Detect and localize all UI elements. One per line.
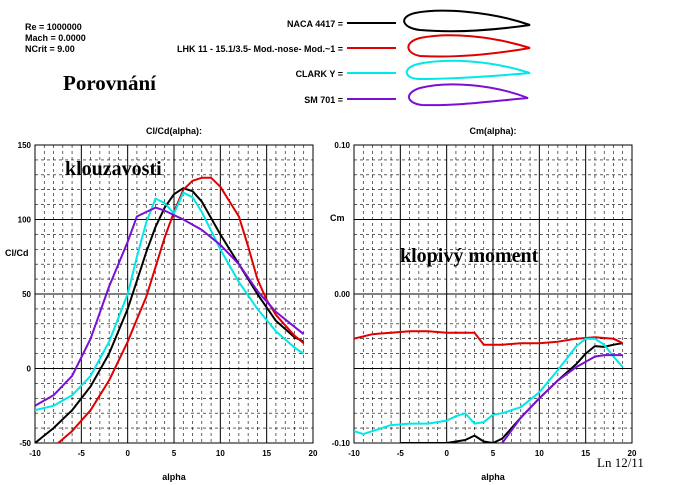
chart-annotation: klopivý moment [400, 245, 539, 267]
x-tick-label: 10 [535, 449, 544, 458]
footer-page-label: Ln 12/11 [597, 455, 644, 470]
series-line-1-3 [35, 191, 305, 412]
series-line-2-4 [501, 354, 623, 443]
legend-label-sm-701: SM 701 = [304, 95, 343, 105]
y-tick-label: -50 [19, 439, 31, 448]
series-line-1-2 [57, 176, 305, 443]
x-axis-label: alpha [481, 472, 506, 482]
x-tick-label: 20 [628, 449, 637, 458]
plot-frame [34, 144, 314, 444]
series-line-1-4 [35, 206, 305, 407]
x-tick-label: 15 [581, 449, 590, 458]
airfoil-shape-sm-701 [408, 83, 529, 107]
y-tick-label: -0.10 [332, 439, 351, 448]
y-tick-label: 150 [18, 141, 32, 150]
x-tick-label: -10 [29, 449, 41, 458]
x-tick-label: 10 [216, 449, 225, 458]
x-tick-label: 20 [309, 449, 318, 458]
y-tick-label: 0 [27, 365, 32, 374]
x-tick-label: 0 [444, 449, 449, 458]
ncrit-value: NCrit = 9.00 [25, 44, 75, 54]
chart-annotation: klouzavosti [65, 158, 162, 180]
chart-2: -10 -5 0 5 10 15 20 -0.10 0.00 0.10 alpha Cm Cm(alph… [330, 126, 637, 482]
series-line-2-3 [354, 337, 624, 436]
legend-label-clark-y: CLARK Y = [295, 69, 343, 79]
reynolds-number: Re = 1000000 [25, 22, 82, 32]
x-tick-label: 0 [125, 449, 130, 458]
series-line-1-1 [35, 187, 305, 443]
series-line-2-2 [354, 330, 624, 346]
x-tick-label: -5 [397, 449, 405, 458]
x-axis-label: alpha [162, 472, 187, 482]
x-tick-label: 5 [172, 449, 177, 458]
y-tick-label: 0.00 [334, 290, 350, 299]
x-tick-label: 5 [491, 449, 496, 458]
y-axis-label: Cl/Cd [5, 248, 29, 258]
airfoil-shape-clark-y [405, 59, 531, 81]
chart-title: Cm(alpha): [470, 126, 517, 136]
legend-label-lhk-11: LHK 11 - 15.1/3.5- Mod.-nose- Mod.~1 = [176, 44, 343, 54]
airfoil-shape-naca-4417 [403, 9, 531, 33]
airfoil-shape-lhk-11 [407, 34, 531, 58]
x-tick-label: 15 [262, 449, 271, 458]
legend-label-naca-4417: NACA 4417 = [287, 19, 343, 29]
chart-1: -10 -5 0 5 10 15 20-50050100150alphaCl/CdCl/Cd… [5, 126, 318, 482]
y-tick-label: 0.10 [334, 141, 350, 150]
y-tick-label: 50 [22, 290, 31, 299]
page-heading: Porovnání [63, 71, 156, 95]
chart-title: Cl/Cd(alpha): [146, 126, 202, 136]
y-axis-label: Cm [330, 213, 345, 223]
y-tick-label: 100 [18, 216, 32, 225]
mach-number: Mach = 0.0000 [25, 33, 86, 43]
x-tick-label: -10 [348, 449, 360, 458]
x-tick-label: -5 [78, 449, 86, 458]
